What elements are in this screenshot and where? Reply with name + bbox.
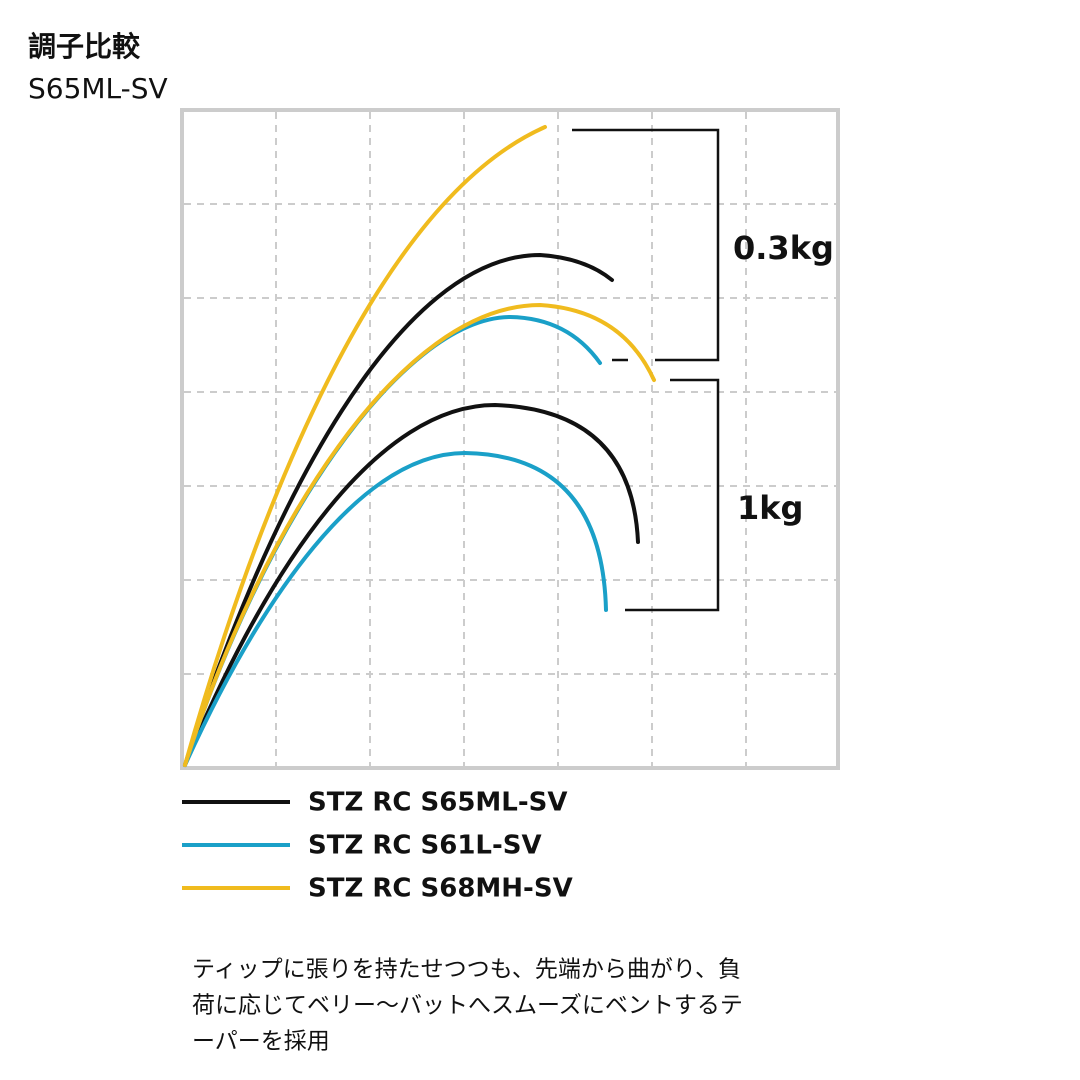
legend-label: STZ RC S68MH-SV (308, 874, 573, 904)
curve (183, 125, 547, 767)
plot-frame (180, 108, 840, 770)
description-line: 荷に応じてベリー～バットへスムーズにベントするテ (192, 993, 743, 1019)
bracket (625, 378, 720, 612)
subtitle: S65ML-SV (28, 72, 168, 105)
curve (183, 402, 640, 767)
curve (183, 252, 614, 767)
curve (183, 302, 656, 767)
legend-label: STZ RC S61L-SV (308, 831, 542, 861)
annotation: 0.3kg (733, 229, 834, 267)
grid (184, 112, 836, 766)
bracket (572, 128, 720, 362)
title: 調子比較 (28, 30, 141, 63)
curve (183, 450, 608, 767)
annotation: 1kg (737, 489, 803, 527)
curves (183, 125, 656, 767)
legend: STZ RC S65ML-SV STZ RC S61L-SV STZ RC S68M… (182, 788, 573, 904)
legend-label: STZ RC S65ML-SV (308, 788, 568, 818)
description: ティップに張りを持たせつつも、先端から曲がり、負荷に応じてベリー～バットへスムー… (192, 957, 743, 1055)
description-line: ティップに張りを持たせつつも、先端から曲がり、負 (192, 957, 741, 983)
description-line: ーパーを採用 (192, 1029, 330, 1055)
